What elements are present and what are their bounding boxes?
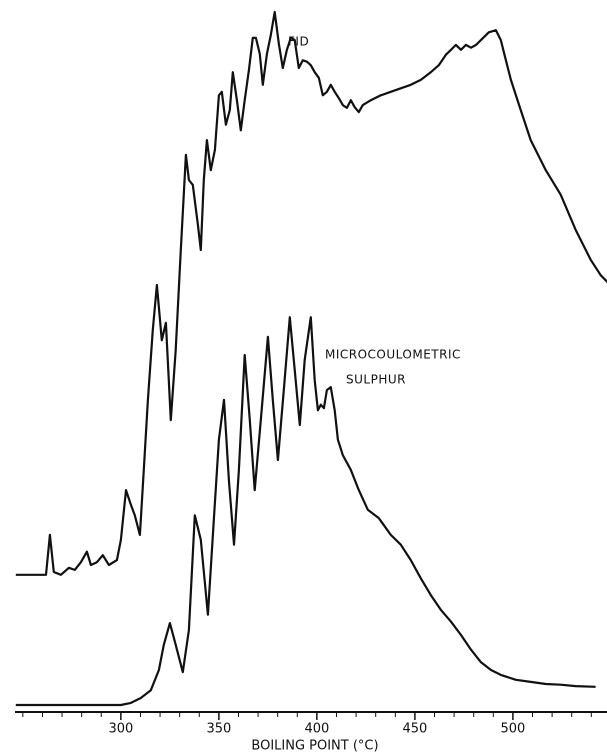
x-tick-label: 350: [206, 722, 231, 737]
x-tick-label: 300: [108, 722, 133, 737]
x-tick-label: 500: [500, 722, 525, 737]
x-tick-label: 450: [402, 722, 427, 737]
annotation: SULPHUR: [346, 373, 406, 387]
trace: [15, 316, 596, 707]
trace: [15, 10, 607, 576]
annotation: FID: [288, 35, 309, 49]
x-tick-label: 400: [304, 722, 329, 737]
annotation: MICROCOULOMETRIC: [325, 348, 461, 362]
x-axis-label: BOILING POINT (°C): [251, 739, 378, 754]
